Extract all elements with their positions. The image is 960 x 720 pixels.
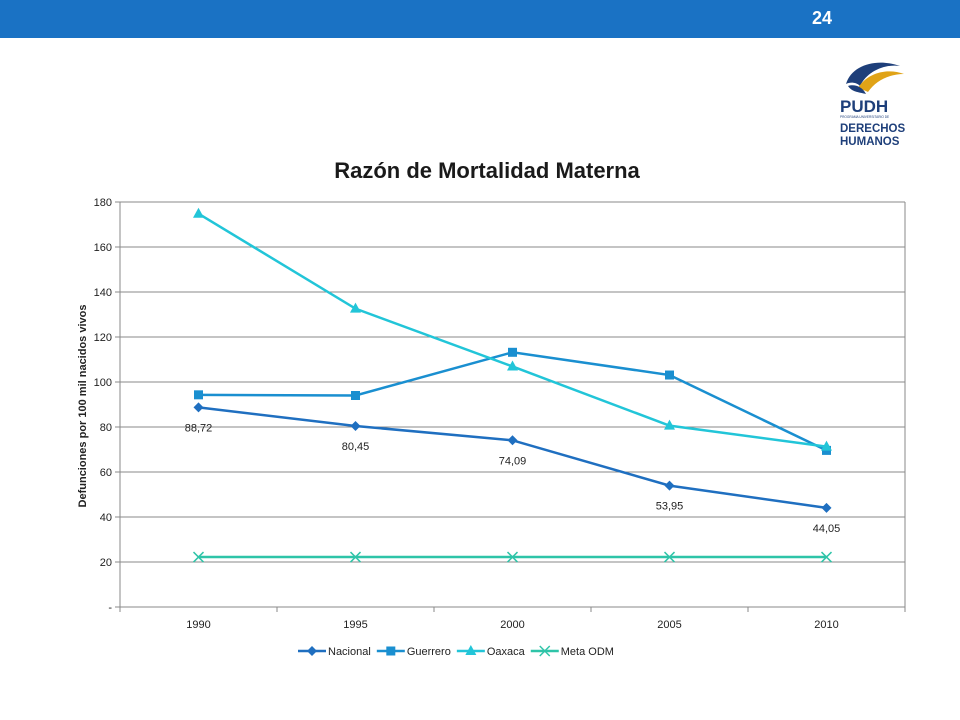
series-group: 88,72 80,45 74,09 53,95 44,05 [185,207,841,563]
logo-bird-wing-gold [858,71,904,92]
data-point-meta-odm [349,551,362,563]
data-point-nacional [193,402,204,413]
legend-marker-oaxaca [465,645,477,655]
series-nacional: 88,72 80,45 74,09 53,95 44,05 [185,402,841,535]
data-point-oaxaca [193,207,204,218]
top-bar: 24 [0,0,960,38]
data-point-guerrero [351,391,360,400]
data-point-nacional [664,480,675,491]
y-tick-label: 120 [94,332,112,344]
page-number: 24 [811,8,832,28]
data-point-oaxaca [507,360,518,371]
legend: Nacional Guerrero Oaxaca Meta ODM [298,645,614,658]
data-point-meta-odm [820,551,833,563]
legend-item-oaxaca: Oaxaca [456,645,526,658]
series-meta-odm [192,551,833,563]
y-tick-label: 40 [100,512,112,524]
logo-bird-body [848,85,866,94]
chart-title: Razón de Mortalidad Materna [334,158,640,183]
x-tick-label: 2005 [657,619,681,631]
gridlines [119,201,906,608]
y-tick-label: 180 [94,197,112,209]
logo-line2: HUMANOS [840,136,900,148]
data-label: 88,72 [185,422,213,434]
legend-item-nacional: Nacional [298,646,371,658]
x-tick-label: 2010 [814,619,838,631]
logo-bird-wing-blue [846,62,900,86]
x-tick-label: 1990 [186,619,210,631]
data-point-guerrero [194,390,203,400]
legend-marker-meta-odm [539,645,551,657]
logo-name: PUDH [840,97,888,116]
series-line-oaxaca [197,212,827,448]
data-point-oaxaca [821,440,832,451]
data-label: 53,95 [656,501,684,513]
data-point-guerrero [665,370,674,380]
data-point-nacional [350,420,361,431]
legend-label: Oaxaca [487,646,526,658]
legend-label: Meta ODM [561,646,614,658]
legend-label: Guerrero [407,646,451,658]
data-point-oaxaca [664,419,675,430]
y-tick-label: 160 [94,242,112,254]
data-point-nacional [507,435,518,446]
data-point-guerrero [508,347,517,357]
data-point-meta-odm [192,551,205,563]
y-tick-label: 140 [94,287,112,299]
y-tick-label: 60 [100,467,112,479]
y-axis-label: Defunciones por 100 mil nacidos vivos [77,305,89,508]
logo-line1: DERECHOS [840,123,906,135]
y-tick-label: 100 [94,377,112,389]
y-axis-ticks: - 20 40 60 80 100 120 140 160 180 [94,197,120,614]
legend-item-meta-odm: Meta ODM [530,645,614,658]
pudh-logo: PUDH PROGRAMA UNIVERSITARIO DE DERECHOS … [840,62,906,148]
data-label: 80,45 [342,441,370,453]
x-tick-label: 1995 [343,619,367,631]
legend-marker-nacional [307,646,317,656]
legend-item-guerrero: Guerrero [376,646,451,658]
data-point-oaxaca [350,302,361,313]
y-tick-label: - [108,602,112,614]
x-axis-ticks: 1990 1995 2000 2005 2010 [119,607,906,631]
data-point-meta-odm [663,551,676,563]
logo-subtitle: PROGRAMA UNIVERSITARIO DE [840,115,889,119]
data-point-meta-odm [506,551,519,563]
y-tick-label: 20 [100,557,112,569]
series-oaxaca [193,207,832,451]
x-tick-label: 2000 [500,619,524,631]
data-point-nacional [821,502,832,513]
legend-label: Nacional [328,646,371,658]
data-label: 74,09 [499,455,527,467]
data-label: 44,05 [813,523,841,535]
legend-marker-guerrero [386,646,396,656]
y-tick-label: 80 [100,422,112,434]
